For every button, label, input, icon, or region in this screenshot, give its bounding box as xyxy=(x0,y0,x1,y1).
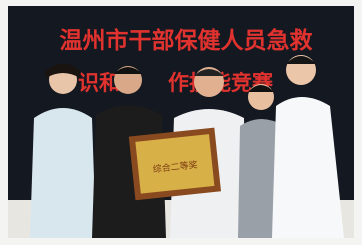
plaque: 综合二等奖 xyxy=(129,128,221,201)
banner-line2-part: 识和 xyxy=(78,71,120,95)
page: 温州市干部保健人员急救 识和 作技能竞赛 综合二等奖 (() => { cons… xyxy=(0,0,362,245)
photo: 温州市干部保健人员急救 识和 作技能竞赛 综合二等奖 xyxy=(0,0,362,245)
banner-line1: 温州市干部保健人员急救 xyxy=(60,27,313,54)
